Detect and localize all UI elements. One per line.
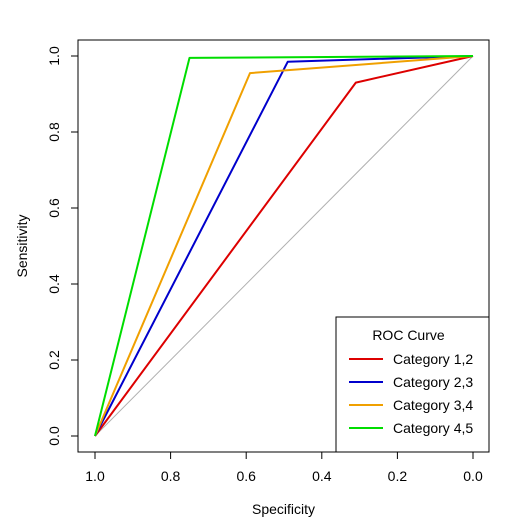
- legend-label-2: Category 2,3: [393, 374, 473, 390]
- x-tick-label: 1.0: [85, 468, 105, 484]
- y-tick-label: 0.0: [46, 426, 62, 446]
- x-tick-label: 0.6: [236, 468, 256, 484]
- y-tick-label: 1.0: [46, 46, 62, 66]
- x-axis-label: Specificity: [252, 501, 315, 517]
- x-tick-label: 0.8: [161, 468, 181, 484]
- y-tick-label: 0.8: [46, 122, 62, 142]
- y-tick-label: 0.4: [46, 274, 62, 294]
- legend-label-4: Category 4,5: [393, 420, 473, 436]
- legend-label-3: Category 3,4: [393, 397, 473, 413]
- y-axis: 0.0 0.2 0.4 0.6 0.8 1.0: [46, 46, 78, 446]
- legend-title: ROC Curve: [372, 327, 445, 343]
- x-tick-label: 0.2: [388, 468, 408, 484]
- y-tick-label: 0.2: [46, 350, 62, 370]
- y-tick-label: 0.6: [46, 198, 62, 218]
- x-axis: 1.0 0.8 0.6 0.4 0.2 0.0: [85, 452, 483, 484]
- x-tick-label: 0.0: [463, 468, 483, 484]
- legend: ROC Curve Category 1,2 Category 2,3 Catego…: [336, 317, 489, 452]
- legend-label-1: Category 1,2: [393, 351, 473, 367]
- x-tick-label: 0.4: [312, 468, 332, 484]
- y-axis-label: Sensitivity: [14, 214, 30, 277]
